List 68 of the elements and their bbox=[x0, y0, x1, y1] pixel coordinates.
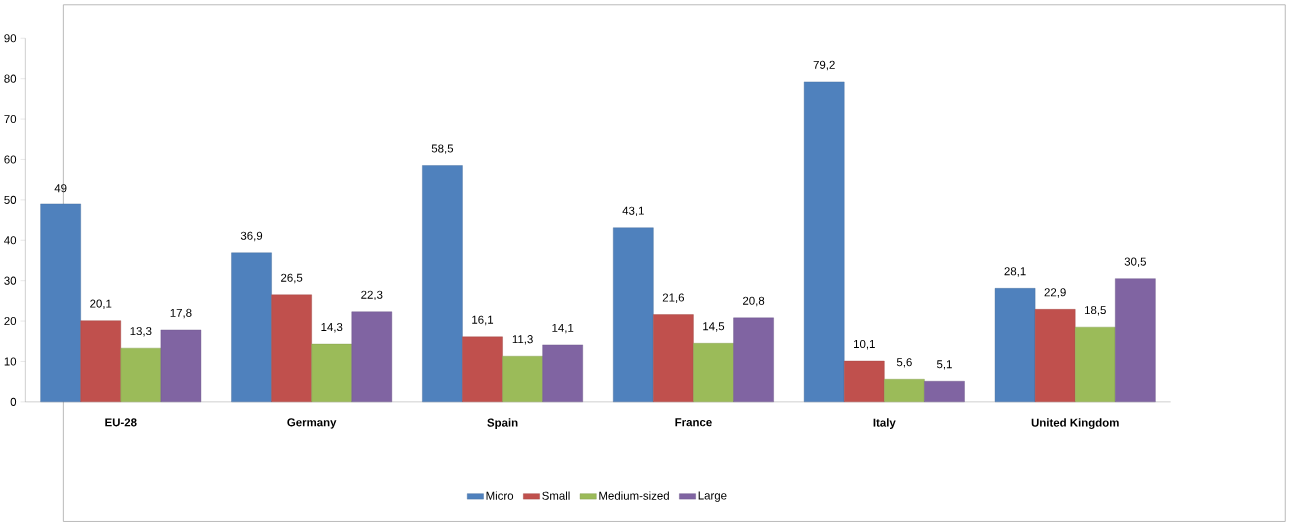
data-label: 5,6 bbox=[896, 358, 912, 368]
x-tick-label: United Kingdom bbox=[1031, 418, 1119, 429]
data-label: 11,3 bbox=[512, 334, 533, 345]
data-label: 43,1 bbox=[622, 206, 644, 216]
bar bbox=[613, 227, 654, 402]
data-label: 28,1 bbox=[1004, 267, 1026, 277]
bar bbox=[271, 294, 312, 402]
bar bbox=[80, 320, 121, 402]
bar bbox=[462, 336, 503, 402]
bar bbox=[231, 252, 272, 402]
y-tick-label: 70 bbox=[4, 114, 17, 123]
y-tick-label: 50 bbox=[4, 195, 17, 204]
bar bbox=[1075, 326, 1116, 402]
bar bbox=[693, 342, 734, 402]
y-tick-label: 80 bbox=[4, 74, 17, 83]
bar bbox=[994, 288, 1036, 402]
legend-label: Micro bbox=[486, 491, 514, 500]
legend-label: Large bbox=[698, 491, 727, 502]
y-tick-label: 10 bbox=[4, 357, 17, 366]
y-tick-label: 0 bbox=[10, 397, 17, 406]
x-tick-label: Germany bbox=[287, 418, 337, 429]
bar bbox=[542, 344, 583, 402]
data-label: 17,8 bbox=[170, 308, 192, 319]
legend-label: Medium-sized bbox=[599, 491, 669, 500]
data-label: 21,6 bbox=[662, 293, 685, 303]
x-tick-label: EU-28 bbox=[105, 418, 137, 427]
data-label: 13,3 bbox=[130, 326, 152, 337]
bar bbox=[733, 317, 774, 402]
data-label: 22,3 bbox=[361, 290, 383, 300]
data-label: 20,8 bbox=[743, 296, 765, 307]
bar bbox=[924, 380, 965, 402]
bar bbox=[653, 314, 694, 402]
data-label: 22,9 bbox=[1044, 288, 1066, 298]
y-tick-label: 60 bbox=[4, 155, 17, 164]
x-tick-label: Italy bbox=[873, 418, 896, 429]
bar bbox=[40, 203, 81, 402]
y-tick-label: 20 bbox=[4, 316, 17, 325]
data-label: 16,1 bbox=[472, 315, 494, 326]
bar bbox=[1115, 278, 1156, 402]
data-label: 5,1 bbox=[936, 360, 952, 370]
data-label: 14,5 bbox=[703, 322, 725, 332]
bar bbox=[120, 347, 162, 402]
data-label: 49 bbox=[54, 184, 67, 193]
data-label: 18,5 bbox=[1084, 305, 1106, 316]
data-label: 58,5 bbox=[431, 144, 454, 154]
bar bbox=[1034, 309, 1076, 402]
data-label: 14,3 bbox=[321, 322, 343, 333]
bar bbox=[502, 355, 543, 402]
data-label: 30,5 bbox=[1124, 257, 1146, 267]
data-label: 20,1 bbox=[90, 299, 112, 309]
data-label: 79,2 bbox=[813, 60, 835, 71]
data-label: 14,1 bbox=[552, 323, 574, 334]
data-label: 26,5 bbox=[281, 273, 303, 284]
bar bbox=[844, 360, 885, 402]
data-label: 10,1 bbox=[854, 339, 875, 350]
bar bbox=[160, 329, 202, 402]
data-label: 36,9 bbox=[240, 231, 263, 241]
legend-label: Small bbox=[542, 491, 570, 500]
bar bbox=[884, 378, 925, 402]
y-tick-label: 90 bbox=[4, 34, 17, 43]
y-tick-label: 30 bbox=[4, 276, 17, 285]
x-tick-label: France bbox=[675, 418, 712, 427]
y-tick-label: 40 bbox=[4, 236, 17, 245]
bar bbox=[311, 343, 352, 402]
bar bbox=[351, 311, 393, 402]
x-tick-label: Spain bbox=[487, 418, 518, 429]
bar bbox=[803, 81, 845, 402]
bar bbox=[422, 165, 463, 402]
